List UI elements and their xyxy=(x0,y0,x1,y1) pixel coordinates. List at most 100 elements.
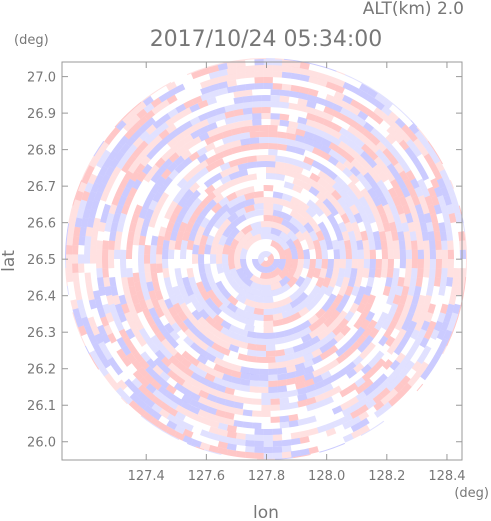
echo-cell xyxy=(218,303,230,315)
echo-cell xyxy=(294,356,306,365)
echo-cell xyxy=(206,387,218,397)
echo-cell xyxy=(454,250,460,259)
echo-cell xyxy=(195,293,206,305)
echo-cell xyxy=(283,347,295,356)
echo-cell xyxy=(313,205,325,217)
echo-cell xyxy=(374,93,386,104)
echo-cell xyxy=(423,249,430,259)
echo-cell xyxy=(100,316,110,327)
altitude-label: ALT(km) 2.0 xyxy=(363,0,464,19)
echo-cell xyxy=(260,260,266,267)
echo-cell xyxy=(452,203,461,215)
echo-cell xyxy=(66,235,74,246)
echo-cell xyxy=(217,428,229,437)
echo-cell xyxy=(206,399,218,409)
echo-cell xyxy=(388,111,400,123)
echo-cell xyxy=(419,337,430,348)
echo-cell xyxy=(139,130,150,142)
echo-cell xyxy=(182,140,194,152)
echo-cell xyxy=(234,188,246,198)
echo-cell xyxy=(158,92,170,103)
echo-cell xyxy=(290,450,301,458)
echo-cell xyxy=(292,165,304,175)
echo-cell xyxy=(398,367,410,379)
echo-cell xyxy=(314,109,326,119)
echo-cell xyxy=(218,203,230,215)
echo-cell xyxy=(272,452,283,459)
echo-cell xyxy=(224,104,235,113)
echo-cell xyxy=(212,314,224,325)
echo-cell xyxy=(235,72,246,80)
echo-cell xyxy=(254,446,264,453)
echo-cell xyxy=(96,240,103,250)
echo-cell xyxy=(411,146,422,158)
echo-cell xyxy=(323,190,335,202)
echo-cell xyxy=(128,344,139,356)
echo-cell xyxy=(290,84,301,93)
echo-cell xyxy=(165,314,176,326)
echo-cell xyxy=(391,366,403,378)
echo-cell xyxy=(233,108,244,117)
echo-cell xyxy=(247,58,258,60)
echo-cell xyxy=(315,249,322,259)
echo-cell xyxy=(436,329,446,341)
echo-cell xyxy=(212,210,223,222)
echo-cell xyxy=(391,230,399,241)
echo-cell xyxy=(424,311,434,323)
echo-cell xyxy=(365,165,376,176)
echo-cell xyxy=(388,285,398,297)
echo-cell xyxy=(288,120,299,129)
echo-cell xyxy=(84,235,92,246)
echo-cell xyxy=(132,254,138,263)
echo-cell xyxy=(408,203,418,215)
echo-cell xyxy=(200,429,211,439)
echo-cell xyxy=(67,282,74,292)
echo-cell xyxy=(256,356,266,363)
echo-cell xyxy=(419,170,430,181)
echo-cell xyxy=(356,334,367,346)
echo-cell xyxy=(216,263,225,274)
echo-cell xyxy=(173,125,185,136)
echo-cell xyxy=(261,106,271,114)
echo-cell xyxy=(272,83,283,90)
echo-cell xyxy=(378,171,389,183)
echo-cell xyxy=(303,352,315,362)
echo-cell xyxy=(357,397,369,408)
echo-cell xyxy=(362,129,374,140)
echo-cell xyxy=(432,169,443,181)
echo-cell xyxy=(182,276,191,288)
echo-cell xyxy=(108,249,115,259)
echo-cell xyxy=(351,429,362,439)
echo-cell xyxy=(421,320,431,332)
echo-cell xyxy=(226,79,237,88)
y-tick-label: 26.1 xyxy=(27,399,56,414)
echo-cell xyxy=(272,300,284,309)
echo-cell xyxy=(297,104,308,113)
echo-cell xyxy=(229,226,240,239)
echo-cell xyxy=(303,378,315,388)
echo-cell xyxy=(286,126,297,135)
echo-cell xyxy=(314,387,326,397)
echo-cell xyxy=(237,340,249,349)
echo-cell xyxy=(443,329,453,341)
echo-cell xyxy=(202,281,212,293)
echo-cell xyxy=(253,295,264,303)
echo-cell xyxy=(204,244,212,255)
echo-cell xyxy=(206,308,217,319)
echo-cell xyxy=(243,204,255,214)
echo-cell xyxy=(195,331,207,342)
echo-cell xyxy=(372,114,384,125)
echo-cell xyxy=(126,259,132,268)
echo-cell xyxy=(212,193,224,204)
echo-cell xyxy=(353,318,364,330)
echo-cell xyxy=(250,227,262,237)
echo-cell xyxy=(182,428,194,439)
echo-cell xyxy=(217,422,229,431)
echo-cell xyxy=(279,415,290,423)
echo-cell xyxy=(331,239,340,250)
echo-cell xyxy=(330,129,342,140)
echo-cell xyxy=(224,417,235,426)
echo-cell xyxy=(371,172,382,184)
echo-cell xyxy=(350,85,362,96)
